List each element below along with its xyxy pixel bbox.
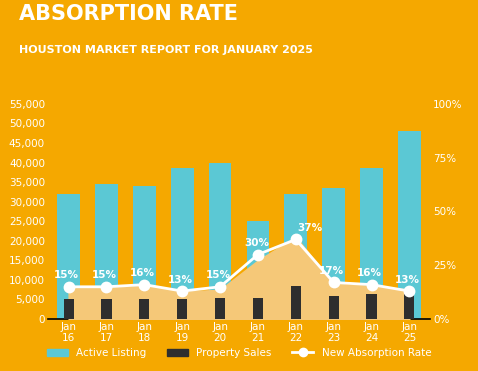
Bar xyxy=(322,188,345,319)
Text: HOUSTON MARKET REPORT FOR JANUARY 2025: HOUSTON MARKET REPORT FOR JANUARY 2025 xyxy=(19,45,313,55)
Text: 13%: 13% xyxy=(395,275,420,285)
Text: 30%: 30% xyxy=(245,238,270,248)
Text: 13%: 13% xyxy=(168,275,193,285)
Bar xyxy=(215,298,225,319)
Bar xyxy=(171,168,194,319)
Text: ABSORPTION RATE: ABSORPTION RATE xyxy=(19,4,238,24)
Text: 37%: 37% xyxy=(298,223,323,233)
Bar xyxy=(284,194,307,319)
Bar xyxy=(253,298,263,319)
Bar xyxy=(57,194,80,319)
Text: 15%: 15% xyxy=(54,270,79,280)
Bar xyxy=(291,286,301,319)
Bar xyxy=(398,131,421,319)
Bar xyxy=(367,293,377,319)
Bar xyxy=(139,299,150,319)
Bar xyxy=(64,299,74,319)
Bar xyxy=(404,293,414,319)
Bar xyxy=(101,299,111,319)
Text: 15%: 15% xyxy=(206,270,231,280)
Bar xyxy=(247,221,269,319)
Text: 16%: 16% xyxy=(130,268,155,278)
Legend: Active Listing, Property Sales, New Absorption Rate: Active Listing, Property Sales, New Abso… xyxy=(43,344,435,362)
Bar xyxy=(95,184,118,319)
Bar xyxy=(328,296,339,319)
Text: 17%: 17% xyxy=(319,266,344,276)
Text: 15%: 15% xyxy=(92,270,117,280)
Bar xyxy=(133,186,156,319)
Text: 16%: 16% xyxy=(357,268,382,278)
Bar xyxy=(177,299,187,319)
Bar xyxy=(360,168,383,319)
Bar xyxy=(209,162,231,319)
